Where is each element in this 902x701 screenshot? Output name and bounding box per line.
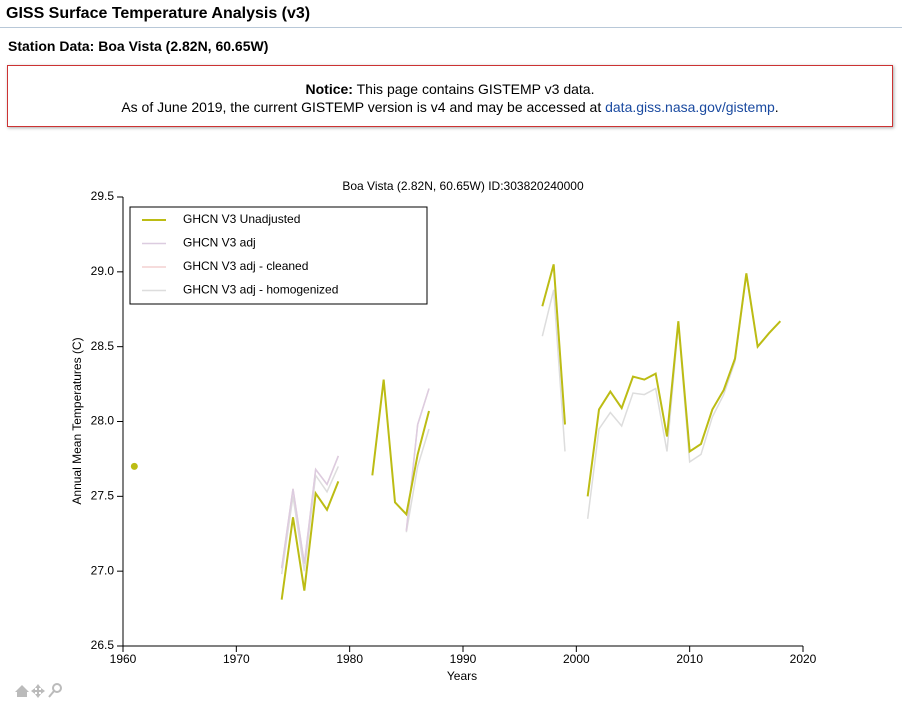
series-line — [586, 273, 782, 497]
notice-text: . — [774, 99, 779, 115]
notice-text: As of June 2019, the current GISTEMP ver… — [121, 99, 602, 115]
series-line — [405, 428, 430, 533]
x-tick-label: 1970 — [223, 652, 250, 666]
chart: Boa Vista (2.82N, 60.65W) ID:30382024000… — [15, 179, 817, 698]
toolbar-icons[interactable] — [15, 683, 62, 698]
notice-label: Notice: — [305, 81, 353, 97]
x-axis-label: Years — [447, 669, 477, 683]
notice-text: This page contains GISTEMP v3 data. — [356, 81, 595, 97]
series-line — [280, 455, 340, 569]
y-tick-label: 28.5 — [91, 339, 115, 353]
y-tick-label: 29.5 — [91, 189, 115, 203]
series-line — [541, 289, 566, 452]
x-tick-label: 1990 — [450, 652, 477, 666]
x-tick-label: 2010 — [676, 652, 703, 666]
x-tick-label: 2000 — [563, 652, 590, 666]
legend-label: GHCN V3 adj - cleaned — [183, 259, 308, 273]
page-title: GISS Surface Temperature Analysis (v3) — [6, 5, 311, 22]
legend-label: GHCN V3 adj - homogenized — [183, 283, 338, 297]
y-tick-label: 26.5 — [91, 638, 115, 652]
notice-link[interactable]: data.giss.nasa.gov/gistemp — [605, 99, 775, 115]
divider — [0, 27, 902, 28]
notice-box: Notice: This page contains GISTEMP v3 da… — [7, 65, 893, 127]
series-line — [280, 466, 340, 575]
data-point — [130, 462, 138, 470]
x-tick-label: 1980 — [336, 652, 363, 666]
legend-label: GHCN V3 Unadjusted — [183, 212, 300, 226]
x-tick-label: 1960 — [110, 652, 137, 666]
station-title: Station Data: Boa Vista (2.82N, 60.65W) — [8, 38, 269, 54]
y-tick-label: 27.0 — [91, 563, 115, 577]
series-line — [280, 480, 340, 600]
series-line — [371, 379, 430, 517]
x-tick-label: 2020 — [790, 652, 817, 666]
series-line — [541, 264, 566, 425]
y-tick-label: 28.0 — [91, 414, 115, 428]
chart-title: Boa Vista (2.82N, 60.65W) ID:30382024000… — [342, 179, 584, 193]
legend-box — [129, 206, 428, 305]
y-axis-label: Annual Mean Temperatures (C) — [70, 337, 84, 504]
y-tick-label: 27.5 — [91, 489, 115, 503]
y-tick-label: 29.0 — [91, 264, 115, 278]
legend-label: GHCN V3 adj — [183, 236, 256, 250]
